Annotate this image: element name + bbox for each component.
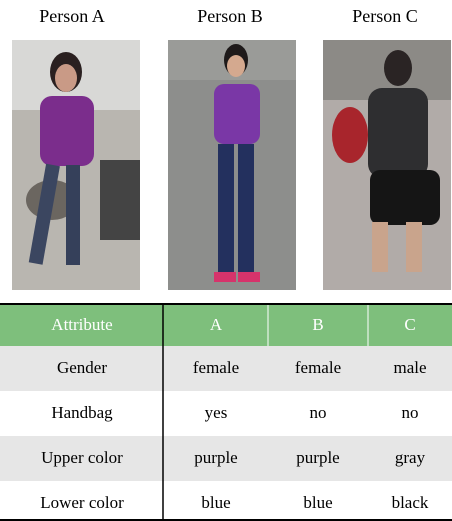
table-cell: purple (194, 448, 237, 467)
table-cell: blue (201, 493, 230, 512)
row-bg (0, 346, 452, 391)
table-cell: Handbag (51, 403, 113, 422)
table-cell: blue (303, 493, 332, 512)
person-image (323, 40, 451, 290)
person-label: Person C (352, 6, 418, 26)
table-cell: Lower color (40, 493, 124, 512)
table-cell: female (295, 358, 341, 377)
table-header: A (210, 315, 223, 334)
table-header: B (312, 315, 323, 334)
person-image (168, 40, 296, 290)
table-cell: yes (205, 403, 228, 422)
table-cell: male (393, 358, 426, 377)
table-cell: gray (395, 448, 426, 467)
table-cell: Upper color (41, 448, 123, 467)
table-cell: black (392, 493, 429, 512)
row-bg (0, 436, 452, 481)
table-header: Attribute (51, 315, 112, 334)
table-cell: no (402, 403, 419, 422)
table-header-bg (0, 305, 452, 346)
person-image (12, 40, 140, 290)
table-header: C (404, 315, 415, 334)
table-cell: female (193, 358, 239, 377)
table-cell: purple (296, 448, 339, 467)
table: Attribute A B C Gender female female male Handba… (40, 315, 429, 512)
person-label: Person B (197, 6, 263, 26)
table-cell: Gender (57, 358, 107, 377)
person-label: Person A (39, 6, 105, 26)
table-cell: no (310, 403, 327, 422)
